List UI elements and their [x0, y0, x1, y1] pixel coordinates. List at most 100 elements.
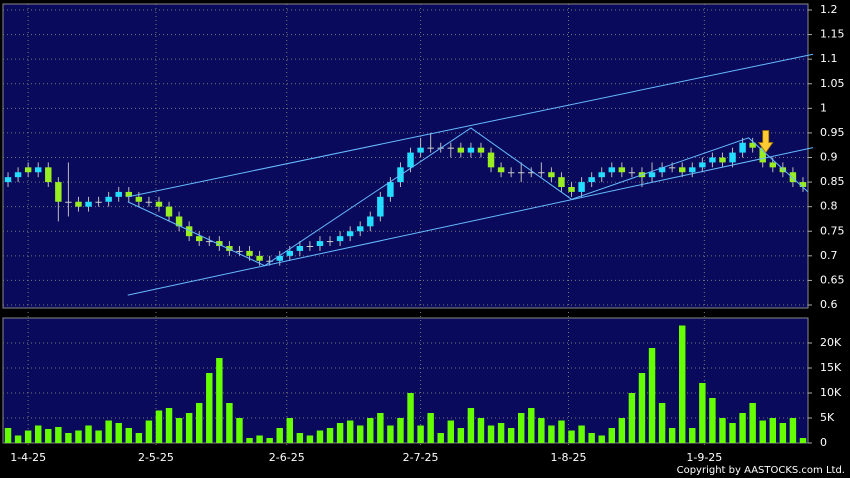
- volume-bar: [618, 418, 626, 443]
- candle-body: [689, 167, 696, 173]
- volume-bar: [85, 425, 92, 443]
- candle-body: [507, 172, 515, 174]
- candle-body: [346, 231, 354, 237]
- volume-bar: [256, 435, 263, 443]
- candle-body: [145, 201, 153, 203]
- volume-bar: [206, 373, 213, 443]
- volume-bar: [668, 428, 676, 443]
- candle-body: [95, 201, 102, 203]
- candle-body: [326, 241, 334, 243]
- volume-bar: [779, 423, 787, 443]
- volume-bar: [638, 373, 646, 443]
- volume-bar: [528, 408, 535, 443]
- candle-body: [578, 182, 585, 192]
- candle-body: [105, 196, 112, 202]
- candle-body: [658, 167, 666, 173]
- candle-body: [216, 241, 223, 246]
- candle-body: [407, 152, 414, 168]
- volume-bar: [286, 418, 294, 443]
- volume-bar: [517, 413, 525, 443]
- y-tick-label: 1: [820, 101, 827, 114]
- candle-body: [85, 201, 92, 207]
- price-panel: [2, 3, 809, 309]
- y-tick-label: 15K: [820, 361, 842, 374]
- y-tick-label: 0.65: [820, 273, 845, 286]
- volume-bar: [306, 435, 314, 443]
- volume-bar: [689, 428, 696, 443]
- volume-bar: [75, 430, 82, 443]
- volume-bar: [719, 418, 726, 443]
- volume-bar: [507, 428, 515, 443]
- candle-body: [226, 246, 233, 251]
- candle-body: [377, 196, 384, 217]
- volume-bar: [145, 420, 153, 443]
- volume-bar: [34, 425, 42, 443]
- candle-body: [14, 172, 22, 178]
- x-tick-label: 2-7-25: [403, 451, 439, 464]
- volume-bar: [588, 433, 595, 443]
- y-tick-label: 0.6: [820, 298, 838, 311]
- candle-body: [125, 191, 133, 197]
- candle-body: [648, 172, 656, 178]
- volume-bar: [387, 425, 394, 443]
- x-tick-label: 2-5-25: [138, 451, 174, 464]
- candle-body: [387, 182, 394, 197]
- volume-bar: [648, 348, 656, 443]
- candle-body: [246, 250, 253, 256]
- candle-body: [206, 241, 213, 243]
- candle-body: [548, 172, 555, 178]
- volume-bar: [377, 413, 384, 443]
- candle-body: [467, 147, 475, 153]
- candle-body: [668, 167, 676, 169]
- candle-body: [568, 187, 575, 192]
- candle-body: [34, 167, 42, 173]
- volume-bar: [165, 408, 173, 443]
- volume-bar: [608, 428, 616, 443]
- y-tick-label: 0: [820, 436, 827, 449]
- volume-bar: [105, 420, 112, 443]
- volume-bar: [14, 435, 22, 443]
- candle-body: [487, 152, 495, 168]
- trend-line: [127, 147, 814, 296]
- volume-bar: [316, 430, 324, 443]
- candle-body: [588, 177, 595, 183]
- volume-bar: [65, 433, 72, 443]
- candle-body: [185, 226, 193, 237]
- candle-body: [528, 172, 535, 174]
- y-tick-label: 1.2: [820, 3, 838, 16]
- candle-body: [45, 167, 52, 183]
- candle-body: [497, 167, 505, 173]
- y-tick-label: 0.85: [820, 175, 845, 188]
- candle-body: [739, 142, 746, 153]
- volume-bar: [356, 425, 364, 443]
- volume-bar: [487, 425, 495, 443]
- candle-body: [769, 162, 777, 168]
- volume-bar: [427, 413, 434, 443]
- candle-body: [558, 177, 565, 187]
- volume-bar: [296, 433, 304, 443]
- volume-bar: [548, 425, 555, 443]
- trend-line: [127, 53, 814, 198]
- y-tick-label: 0.75: [820, 224, 845, 237]
- y-tick-label: 1.1: [820, 52, 838, 65]
- volume-bar: [336, 423, 344, 443]
- volume-bar: [467, 408, 475, 443]
- y-tick-label: 0.8: [820, 200, 838, 213]
- candle-body: [306, 246, 314, 247]
- candle-body: [799, 182, 807, 187]
- arrow-marker: [757, 130, 774, 154]
- candle-body: [256, 255, 263, 261]
- candle-body: [286, 250, 294, 256]
- volume-bar: [538, 418, 545, 443]
- volume-bar: [216, 358, 223, 443]
- y-tick-label: 0.95: [820, 126, 845, 139]
- volume-bar: [276, 428, 283, 443]
- volume-bar: [115, 423, 122, 443]
- volume-bar: [226, 403, 233, 443]
- candle-body: [608, 167, 616, 173]
- volume-bar: [155, 410, 163, 443]
- candle-body: [538, 172, 545, 174]
- candle-body: [4, 177, 12, 183]
- volume-bar: [678, 325, 686, 443]
